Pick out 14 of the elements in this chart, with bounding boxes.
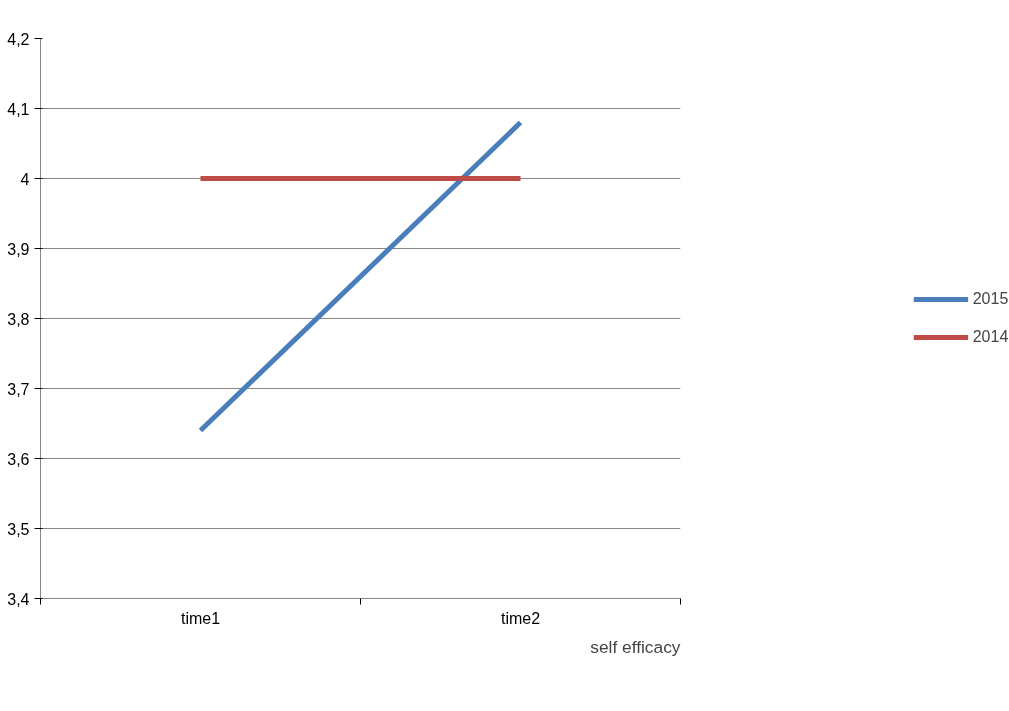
x-tick-label: time1 — [180, 609, 221, 627]
legend-label: 2015 — [972, 290, 1009, 308]
y-tick-label: 4,1 — [7, 100, 30, 118]
y-tick-label: 3,7 — [7, 380, 30, 398]
y-tick-label: 3,9 — [7, 240, 30, 258]
y-tick-label: 3,8 — [7, 310, 30, 328]
y-tick-label: 3,4 — [7, 590, 30, 608]
legend-label: 2014 — [972, 328, 1009, 346]
x-axis-title: self efficacy — [590, 636, 681, 657]
y-tick-label: 4,2 — [7, 30, 30, 48]
x-tick-label: time2 — [500, 609, 541, 627]
y-tick-label: 4 — [20, 170, 30, 188]
y-tick-label: 3,6 — [7, 450, 30, 468]
y-tick-label: 3,5 — [7, 520, 30, 538]
